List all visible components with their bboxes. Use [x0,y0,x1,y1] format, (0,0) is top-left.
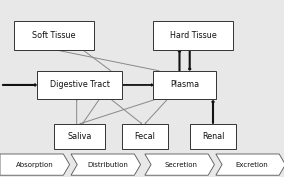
Text: Excretion: Excretion [236,162,269,168]
Text: Fecal: Fecal [134,132,155,141]
FancyBboxPatch shape [190,124,236,149]
FancyBboxPatch shape [122,124,168,149]
FancyBboxPatch shape [153,71,216,99]
Text: Secretion: Secretion [165,162,198,168]
Text: Absorption: Absorption [16,162,54,168]
FancyBboxPatch shape [14,21,94,50]
Polygon shape [145,154,214,175]
Text: Renal: Renal [202,132,224,141]
FancyBboxPatch shape [153,21,233,50]
Text: Saliva: Saliva [67,132,92,141]
Polygon shape [71,154,141,175]
Text: Digestive Tract: Digestive Tract [50,81,109,89]
Text: Soft Tissue: Soft Tissue [32,31,76,40]
Polygon shape [0,154,70,175]
Text: Hard Tissue: Hard Tissue [170,31,216,40]
Text: Distribution: Distribution [87,162,128,168]
Polygon shape [216,154,284,175]
Text: Plasma: Plasma [170,81,199,89]
FancyBboxPatch shape [54,124,105,149]
FancyBboxPatch shape [37,71,122,99]
